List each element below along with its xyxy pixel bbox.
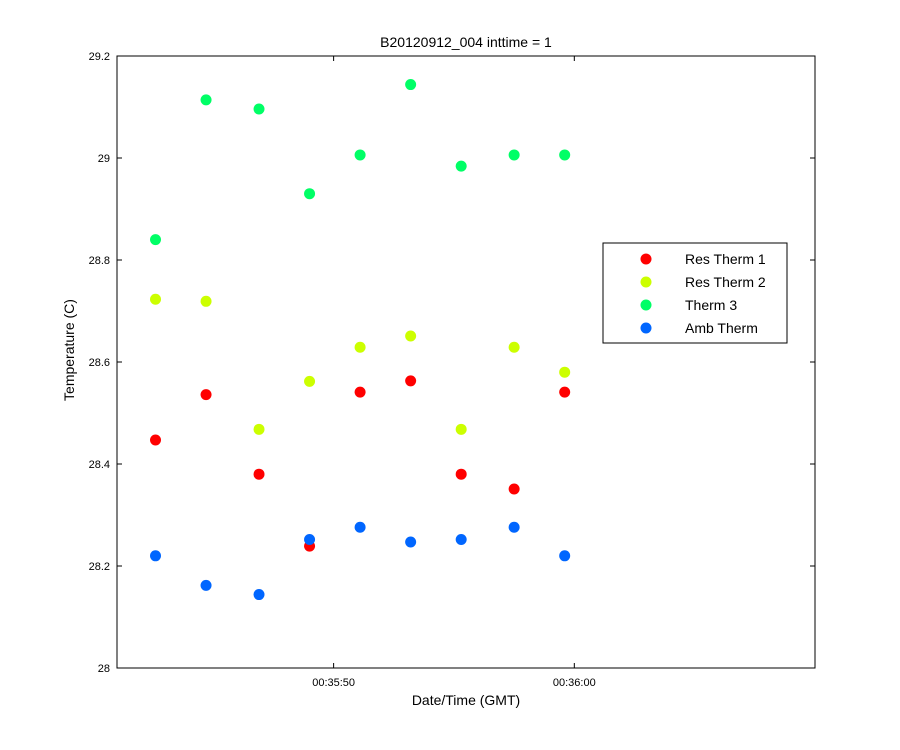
x-tick-label: 00:36:00 (553, 677, 596, 689)
data-point (354, 149, 366, 161)
data-point (253, 423, 265, 435)
data-point (354, 386, 366, 398)
data-point (559, 386, 571, 398)
y-tick-label: 28.2 (89, 561, 110, 573)
legend-marker (640, 322, 652, 334)
data-point (200, 94, 212, 106)
data-point (253, 103, 265, 115)
data-point (455, 533, 467, 545)
data-point (405, 375, 417, 387)
data-point (405, 330, 417, 342)
data-point (559, 149, 571, 161)
y-axis-title: Temperature (C) (61, 299, 77, 401)
data-point (304, 375, 316, 387)
data-point (200, 295, 212, 307)
data-point (455, 160, 467, 172)
data-point (150, 434, 162, 446)
data-point (304, 188, 316, 200)
y-tick-label: 28.4 (89, 459, 110, 471)
data-point (405, 79, 417, 91)
y-tick-label: 28.6 (89, 357, 110, 369)
x-axis-ticks: 00:35:50 00:36:00 (312, 56, 596, 689)
data-point (508, 483, 520, 495)
y-tick-label: 28 (98, 663, 110, 675)
y-axis-ticks: 28 28.2 28.4 28.6 28.8 29 29.2 (89, 51, 815, 675)
data-point (253, 589, 265, 601)
x-tick-label: 00:35:50 (312, 677, 355, 689)
data-point (508, 149, 520, 161)
y-tick-label: 29.2 (89, 51, 110, 63)
legend-marker (640, 253, 652, 265)
y-tick-label: 28.8 (89, 255, 110, 267)
data-point (150, 234, 162, 246)
data-point (253, 468, 265, 480)
series-res-therm-1 (150, 375, 571, 552)
data-point (150, 293, 162, 305)
data-point (354, 521, 366, 533)
legend-label: Res Therm 2 (685, 274, 766, 290)
x-axis-title: Date/Time (GMT) (412, 692, 520, 708)
data-point (559, 366, 571, 378)
data-point (559, 550, 571, 562)
series-therm-3 (150, 79, 571, 246)
legend-label: Amb Therm (685, 320, 758, 336)
chart-legend: Res Therm 1 Res Therm 2 Therm 3 Amb Therm (602, 242, 788, 344)
chart-title: B20120912_004 inttime = 1 (380, 34, 552, 50)
legend-marker (640, 276, 652, 288)
data-points (150, 79, 571, 601)
data-point (200, 389, 212, 401)
data-point (455, 423, 467, 435)
data-point (455, 468, 467, 480)
plot-area-frame (116, 55, 816, 669)
legend-marker (640, 299, 652, 311)
data-point (508, 341, 520, 353)
data-point (508, 521, 520, 533)
series-res-therm-2 (150, 293, 571, 435)
data-point (304, 533, 316, 545)
data-point (200, 579, 212, 591)
data-point (150, 550, 162, 562)
y-tick-label: 29 (98, 153, 110, 165)
series-amb-therm (150, 521, 571, 601)
data-point (405, 536, 417, 548)
legend-label: Therm 3 (685, 297, 737, 313)
data-point (354, 341, 366, 353)
legend-box (602, 242, 788, 344)
legend-label: Res Therm 1 (685, 251, 766, 267)
